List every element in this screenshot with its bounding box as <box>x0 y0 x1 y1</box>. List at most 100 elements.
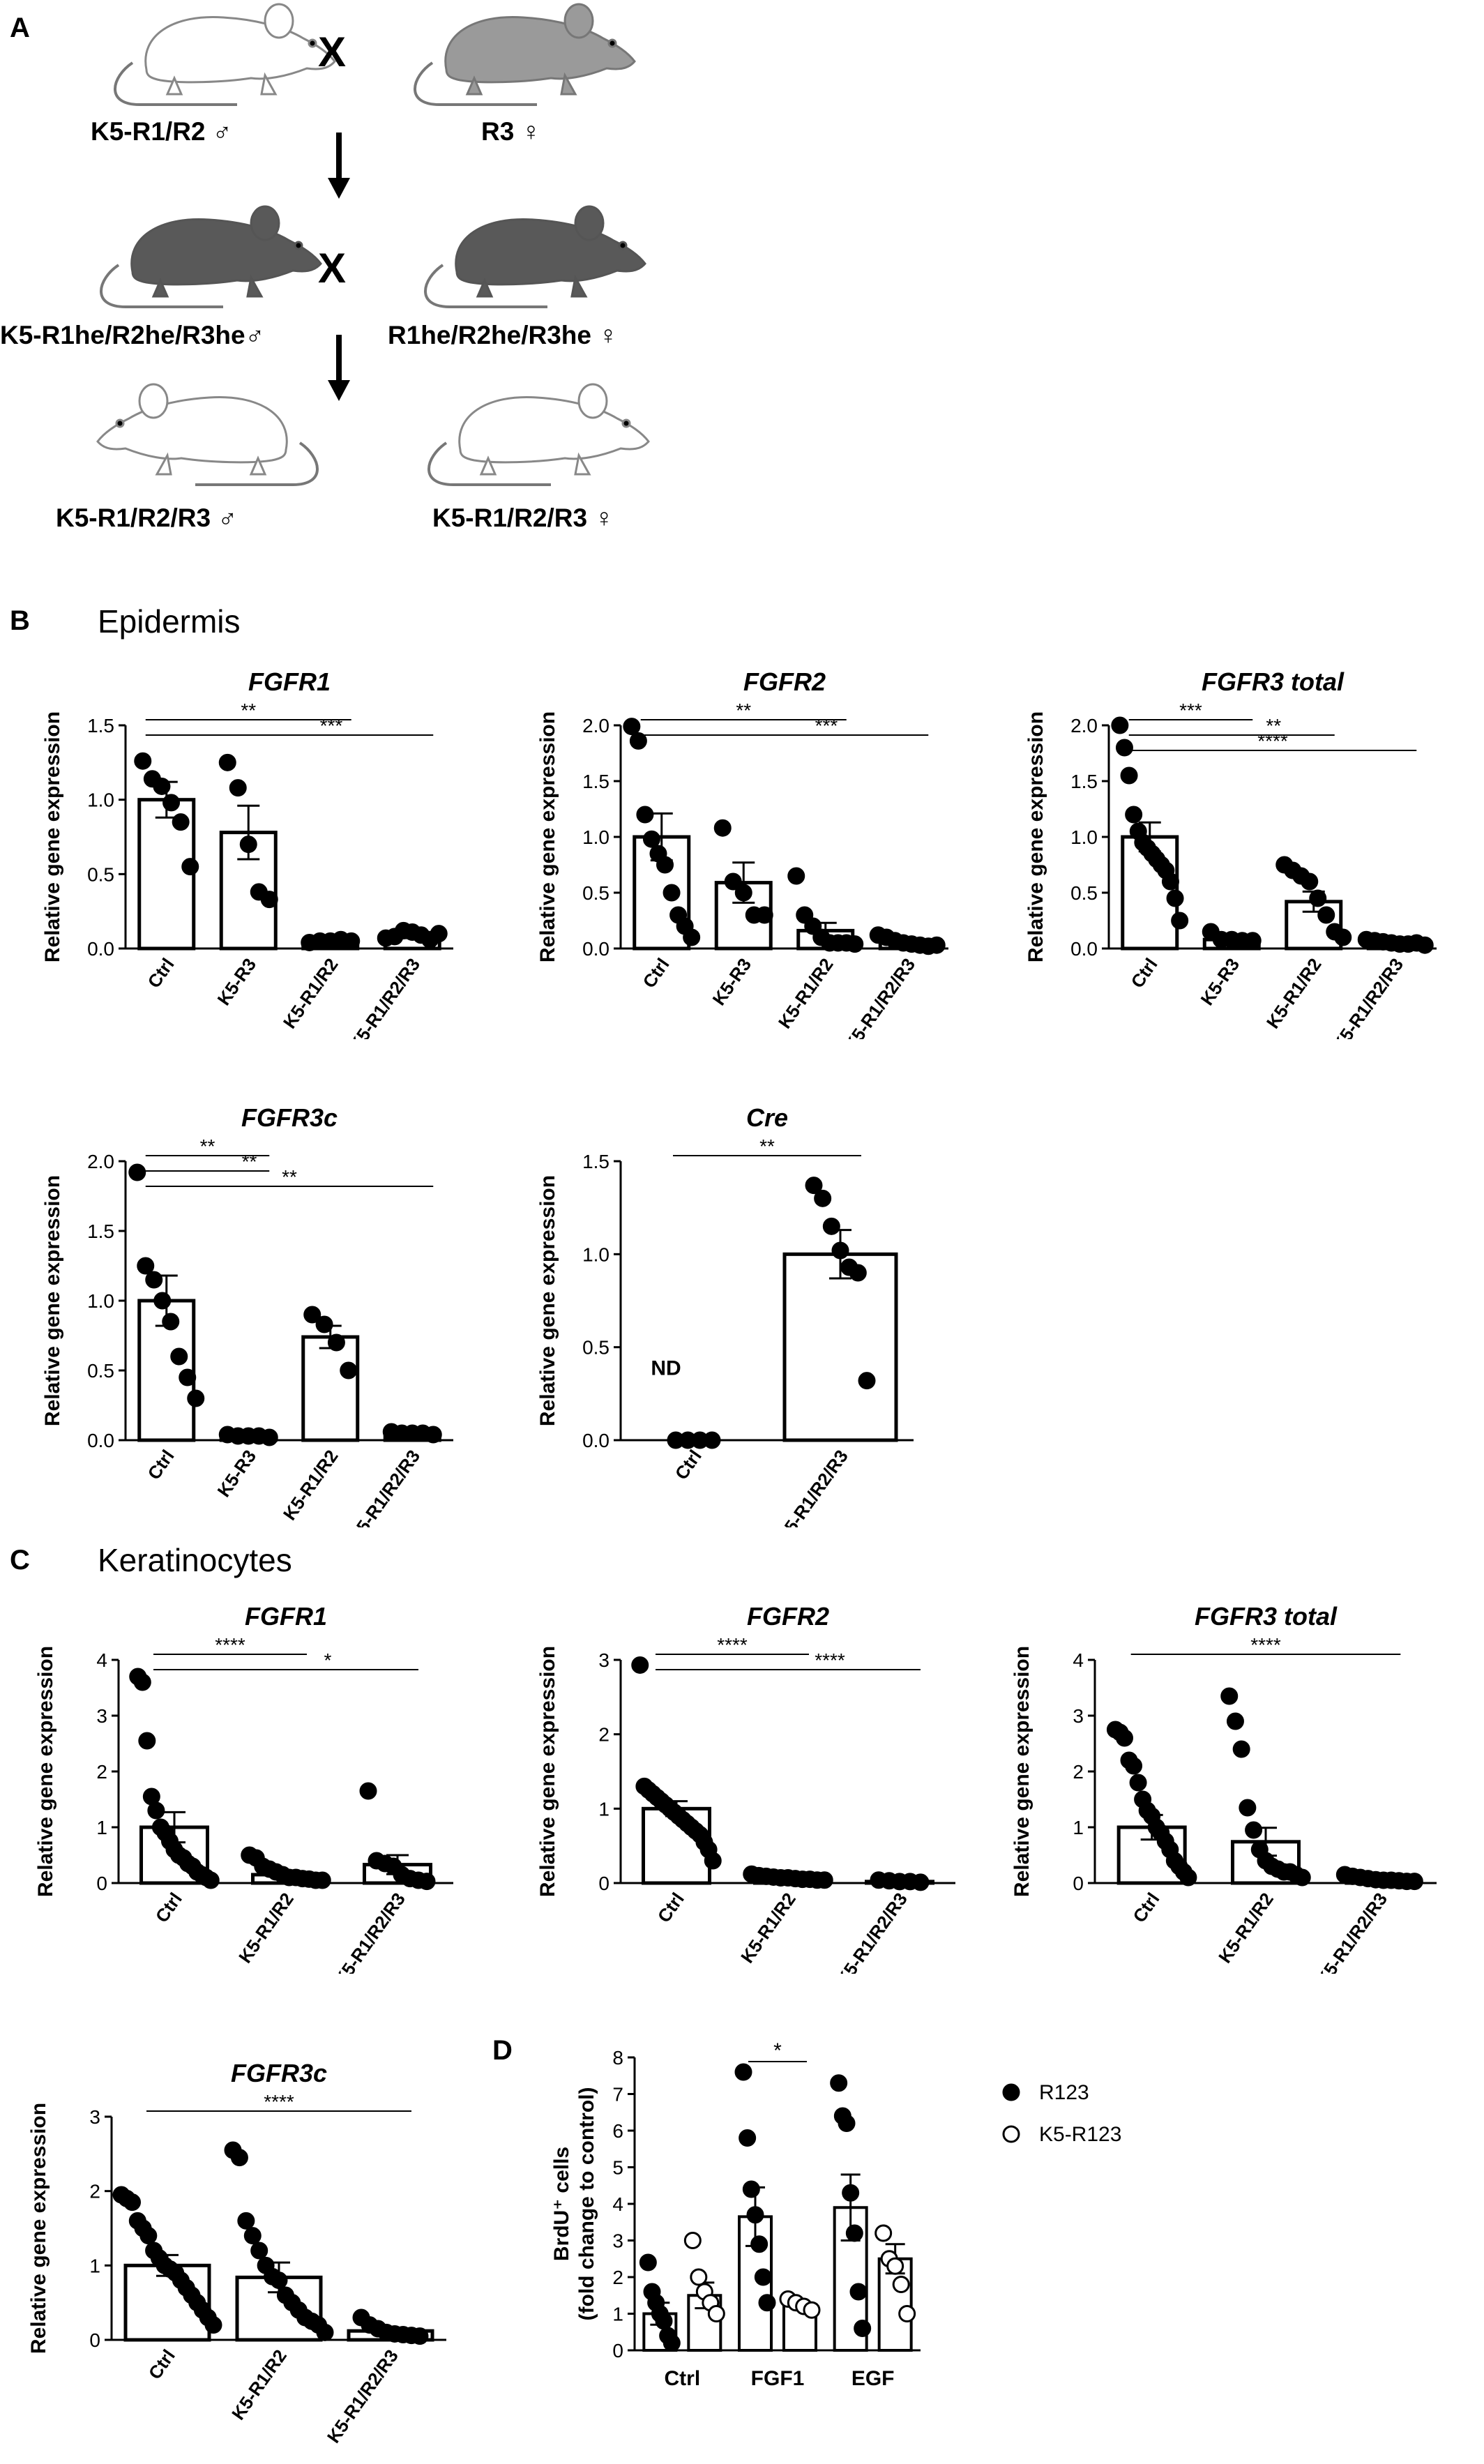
data-point <box>1245 1821 1263 1839</box>
data-point <box>181 858 199 876</box>
data-point <box>742 2180 760 2198</box>
x-tick-label: FGF1 <box>751 2367 805 2390</box>
bar <box>782 1252 898 1442</box>
data-point <box>874 2224 893 2242</box>
y-axis-label: Relative gene expression <box>41 711 64 962</box>
data-point <box>359 1782 377 1800</box>
data-point <box>754 2268 772 2286</box>
data-point <box>623 718 641 736</box>
data-point <box>1301 872 1319 891</box>
x-tick-label: Ctrl <box>1128 1889 1163 1926</box>
x-tick-label: K5-R1/R2/R3 <box>840 954 919 1039</box>
data-point <box>134 752 152 770</box>
mouse-dark-icon-row2-left <box>100 205 322 308</box>
data-point <box>746 2206 764 2224</box>
significance-label: **** <box>815 1649 845 1671</box>
data-point <box>133 1673 151 1691</box>
mouse-dark-icon-row2-right <box>424 205 646 308</box>
significance-label: * <box>773 2039 782 2062</box>
y-tick-label: 1 <box>598 1798 610 1820</box>
data-point <box>815 1871 833 1889</box>
data-point <box>838 2115 856 2132</box>
y-tick-label: 2.0 <box>582 715 610 736</box>
genotype-row2-left: K5-R1he/R2he/R3he♂ <box>0 321 265 349</box>
y-axis-label: Relative gene expression <box>1010 1646 1034 1897</box>
x-tick-label: Ctrl <box>143 1446 178 1483</box>
chart-title: FGFR2 <box>747 1602 829 1631</box>
data-point <box>162 1313 180 1331</box>
y-tick-label: 6 <box>612 2120 623 2142</box>
y-tick-label: 7 <box>612 2084 623 2106</box>
y-tick-label: 0.0 <box>87 938 114 960</box>
data-point <box>849 1264 867 1282</box>
y-tick-label: 0 <box>1073 1873 1084 1894</box>
chart-title: Cre <box>746 1103 788 1132</box>
chart-title: FGFR3 total <box>1195 1602 1338 1631</box>
data-point <box>831 1241 849 1260</box>
data-point <box>239 836 257 854</box>
y-tick-label: 2.0 <box>1070 715 1098 736</box>
data-point <box>316 2323 334 2341</box>
y-tick-label: 2 <box>598 1724 610 1746</box>
data-point <box>1166 889 1184 907</box>
chart-title: FGFR3c <box>231 2059 327 2087</box>
data-point <box>1161 872 1179 891</box>
chart-title: FGFR2 <box>743 667 826 696</box>
chart-keratinocytes-fgfr3c: FGFR3c 0 1 2 3 Relative gene expression Ctrl K5… <box>27 2059 446 2447</box>
data-point <box>202 1871 220 1889</box>
data-point <box>260 1428 278 1446</box>
x-tick-label: Ctrl <box>151 1889 186 1926</box>
y-tick-label: 4 <box>1073 1649 1084 1671</box>
significance-label: *** <box>1179 700 1202 721</box>
data-point <box>849 2283 868 2301</box>
data-point <box>1334 928 1352 946</box>
data-point <box>145 1271 163 1289</box>
x-tick-label: Ctrl <box>653 1889 688 1926</box>
significance-label: **** <box>717 1634 748 1656</box>
data-point <box>656 856 674 874</box>
y-tick-label: 0.5 <box>582 882 610 904</box>
legend-label: R123 <box>1039 2081 1089 2104</box>
y-tick-label: 1 <box>612 2304 623 2325</box>
data-point <box>755 906 773 924</box>
data-point <box>846 935 864 953</box>
y-tick-label: 1 <box>96 1817 107 1838</box>
data-point <box>1111 716 1129 734</box>
data-point <box>1309 889 1327 907</box>
x-tick-label: K5-R1/R2 <box>234 1889 298 1967</box>
data-point <box>803 2301 821 2319</box>
chart-epidermis-fgfr1: FGFR1 0.0 0.5 1.0 1.5 Relative gene expressio… <box>41 667 453 1039</box>
data-point <box>631 1656 649 1674</box>
x-tick-label: K5-R1/R2 <box>279 954 342 1032</box>
panel-label-b: B <box>10 605 30 636</box>
cross-symbol-row2: X <box>318 245 347 292</box>
data-point <box>170 1347 188 1366</box>
data-point <box>229 779 247 797</box>
data-point <box>892 2276 910 2293</box>
y-axis-label: Relative gene expression <box>536 1175 559 1426</box>
data-point <box>153 777 171 795</box>
y-tick-label: 3 <box>612 2230 623 2252</box>
x-tick-label: K5-R1/R2 <box>736 1889 800 1967</box>
x-tick-label: Ctrl <box>143 954 178 992</box>
y-tick-label: 0.0 <box>87 1430 114 1451</box>
data-point <box>639 2253 657 2272</box>
data-point <box>854 2320 872 2337</box>
data-point <box>1226 1712 1244 1730</box>
panel-label-c: C <box>10 1545 30 1575</box>
data-point <box>842 2184 860 2202</box>
x-tick-label: K5-R1/R2 <box>279 1446 342 1524</box>
x-tick-label: Ctrl <box>144 2345 179 2383</box>
data-point <box>724 872 742 891</box>
data-point <box>327 1333 345 1352</box>
x-tick-label: Ctrl <box>671 1446 706 1483</box>
y-tick-label: 3 <box>1073 1705 1084 1727</box>
y-tick-label: 1 <box>1073 1817 1084 1838</box>
chart-epidermis-cre: Cre 0.0 0.5 1.0 1.5 Relative gene expression C… <box>536 1103 914 1527</box>
data-point <box>662 884 681 902</box>
data-point <box>636 806 654 824</box>
y-tick-label: 2 <box>1073 1761 1084 1783</box>
data-point <box>424 1426 442 1444</box>
data-point <box>845 2224 863 2242</box>
chart-epidermis-fgfr3-total: FGFR3 total 0.0 0.5 1.0 1.5 2.0 Relative gene … <box>1024 667 1437 1039</box>
